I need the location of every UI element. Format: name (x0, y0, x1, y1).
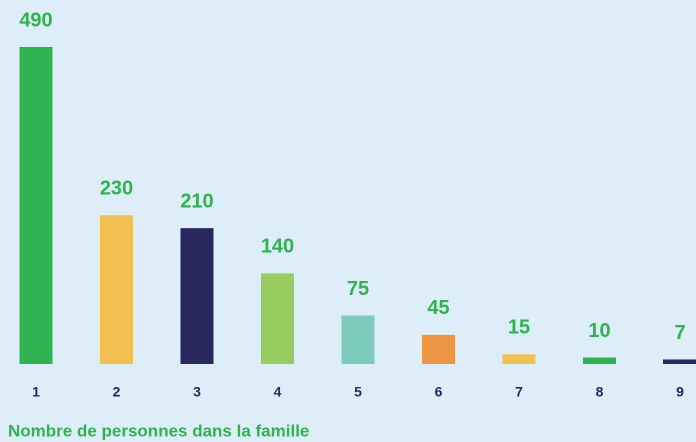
x-tick-label: 7 (515, 384, 523, 400)
bar (583, 357, 616, 364)
x-tick-label: 4 (274, 384, 282, 400)
value-label: 15 (508, 317, 530, 339)
x-tick-label: 8 (596, 384, 604, 400)
value-label: 230 (100, 177, 133, 199)
value-label: 490 (19, 9, 52, 31)
bar (261, 273, 294, 364)
bar (180, 228, 214, 364)
value-label: 45 (427, 297, 449, 319)
bar (502, 354, 536, 364)
x-tick-label: 6 (435, 384, 443, 400)
value-label: 7 (674, 322, 685, 344)
x-tick-label: 3 (193, 384, 201, 400)
x-tick-label: 5 (354, 384, 362, 400)
x-tick-label: 1 (32, 384, 40, 400)
value-label: 140 (261, 236, 294, 258)
x-axis-title: Nombre de personnes dans la famille (8, 421, 309, 440)
x-tick-label: 2 (113, 384, 121, 400)
bar (341, 315, 375, 364)
value-label: 75 (347, 278, 369, 300)
bar (663, 359, 696, 364)
value-label: 10 (588, 320, 610, 342)
bar (100, 215, 133, 364)
x-tick-label: 9 (676, 384, 684, 400)
value-label: 210 (180, 190, 213, 212)
bar (422, 334, 455, 364)
bar (19, 47, 53, 364)
